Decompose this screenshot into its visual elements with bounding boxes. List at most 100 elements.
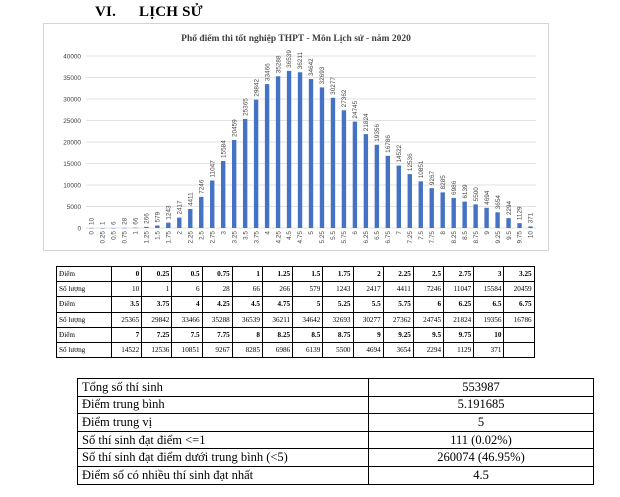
data-label: 29842 [253, 78, 260, 96]
data-label: 4694 [484, 190, 491, 205]
count-cell: 30277 [352, 311, 384, 328]
bar [363, 134, 369, 228]
row-label: Điểm [56, 326, 112, 343]
data-label: 35288 [275, 55, 282, 73]
x-tick-label: 7.75 [429, 231, 436, 244]
score-cell: 9.5 [412, 326, 445, 343]
x-tick-label: 7.5 [418, 231, 425, 240]
score-cell: 8.25 [261, 326, 294, 343]
score-cell: 1.75 [322, 265, 354, 283]
data-label: 2417 [176, 200, 183, 215]
score-distribution-chart: Phổ điểm thi tốt nghiệp THPT - Môn Lịch … [43, 23, 549, 251]
count-cell: 7246 [412, 281, 445, 298]
bar [264, 84, 270, 229]
bar [440, 192, 445, 228]
chart-svg: Phổ điểm thi tốt nghiệp THPT - Môn Lịch … [63, 33, 536, 244]
x-tick-label: 4.75 [297, 231, 304, 244]
count-cell: 15584 [473, 281, 505, 298]
count-cell: 6139 [292, 341, 324, 359]
count-cell: 12536 [141, 341, 173, 359]
stat-label: Tổng số thí sinh [77, 378, 369, 397]
data-label: 4411 [187, 192, 194, 206]
count-cell: 16786 [503, 311, 535, 328]
score-cell: 6 [412, 296, 445, 313]
score-cell: 9.75 [443, 326, 475, 343]
score-cell: 6.5 [473, 296, 505, 313]
count-cell: 29842 [141, 311, 173, 328]
count-cell: 36211 [261, 311, 294, 328]
data-label: 30277 [330, 77, 337, 95]
y-tick-label: 10000 [63, 182, 81, 189]
bar [308, 79, 314, 228]
data-label: 34642 [308, 58, 315, 76]
data-label: 16786 [385, 135, 392, 153]
x-tick-label: 9.25 [495, 231, 502, 244]
score-cell: 4.5 [231, 296, 263, 313]
score-cell: 8 [231, 326, 263, 343]
row-label: Điểm [56, 296, 112, 313]
count-cell: 28 [201, 281, 233, 298]
x-tick-label: 0.75 [122, 231, 129, 244]
count-cell: 21824 [443, 311, 475, 328]
score-cell: 0.5 [171, 265, 203, 283]
section-heading: VI. LỊCH SỬ [95, 4, 203, 21]
data-label: 36211 [297, 52, 304, 70]
score-cell: 7.5 [171, 326, 203, 343]
score-cell: 8.75 [322, 326, 354, 343]
x-tick-label: 2 [176, 231, 183, 235]
data-label: 20459 [231, 119, 238, 137]
bar [396, 165, 401, 228]
data-label: 579 [155, 211, 162, 222]
row-label: Số lượng [56, 281, 112, 298]
score-cell: 7.25 [141, 326, 173, 343]
stat-value: 260074 (46.95%) [368, 448, 594, 467]
data-label: 33466 [264, 63, 271, 81]
data-label: 66 [133, 217, 140, 225]
data-label: 27362 [341, 89, 348, 107]
data-label: 15584 [220, 140, 227, 158]
bar [462, 201, 467, 228]
bar [221, 160, 226, 228]
bar [429, 188, 434, 228]
count-cell: 10851 [171, 341, 203, 359]
data-label: 1 [100, 221, 107, 225]
count-cell: 36539 [231, 311, 263, 328]
x-tick-label: 9.5 [506, 231, 513, 240]
stat-label: Số thí sinh đạt điểm <=1 [77, 430, 369, 450]
bar [297, 72, 303, 229]
y-tick-label: 40000 [63, 53, 81, 60]
bar [188, 209, 193, 228]
bar [341, 110, 347, 228]
bar [385, 155, 391, 228]
score-cell: 7 [110, 326, 143, 343]
row-label: Số lượng [56, 311, 112, 328]
x-tick-label: 7 [396, 231, 403, 235]
bar [407, 174, 412, 228]
x-tick-label: 5.75 [341, 231, 348, 244]
data-label: 371 [528, 212, 535, 223]
x-tick-label: 0.25 [100, 231, 107, 244]
data-label: 1129 [517, 206, 524, 220]
bar [155, 225, 160, 228]
x-tick-label: 1.25 [144, 231, 151, 244]
count-cell: 4411 [382, 281, 414, 298]
score-cell: 1.5 [292, 265, 324, 283]
stat-label: Số thí sinh đạt điểm dưới trung bình (<5… [77, 448, 369, 467]
stat-label: Điểm số có nhiều thí sinh đạt nhất [77, 465, 369, 485]
score-cell: 5 [292, 296, 324, 313]
bar [352, 121, 358, 228]
score-cell: 2.5 [412, 265, 445, 283]
score-cell: 1.25 [261, 265, 294, 283]
row-label: Điểm [56, 265, 112, 283]
count-cell: 32693 [322, 311, 354, 328]
data-label: 3654 [495, 195, 502, 210]
y-tick-label: 15000 [63, 161, 81, 168]
score-cell: 7.75 [201, 326, 233, 343]
count-cell: 1129 [443, 341, 475, 359]
x-tick-label: 8.75 [473, 231, 480, 244]
x-tick-label: 4.5 [286, 231, 293, 240]
x-tick-label: 5 [308, 231, 315, 235]
bar [528, 226, 533, 228]
score-cell: 2 [352, 265, 384, 283]
stat-label: Điểm trung vị [77, 413, 369, 432]
